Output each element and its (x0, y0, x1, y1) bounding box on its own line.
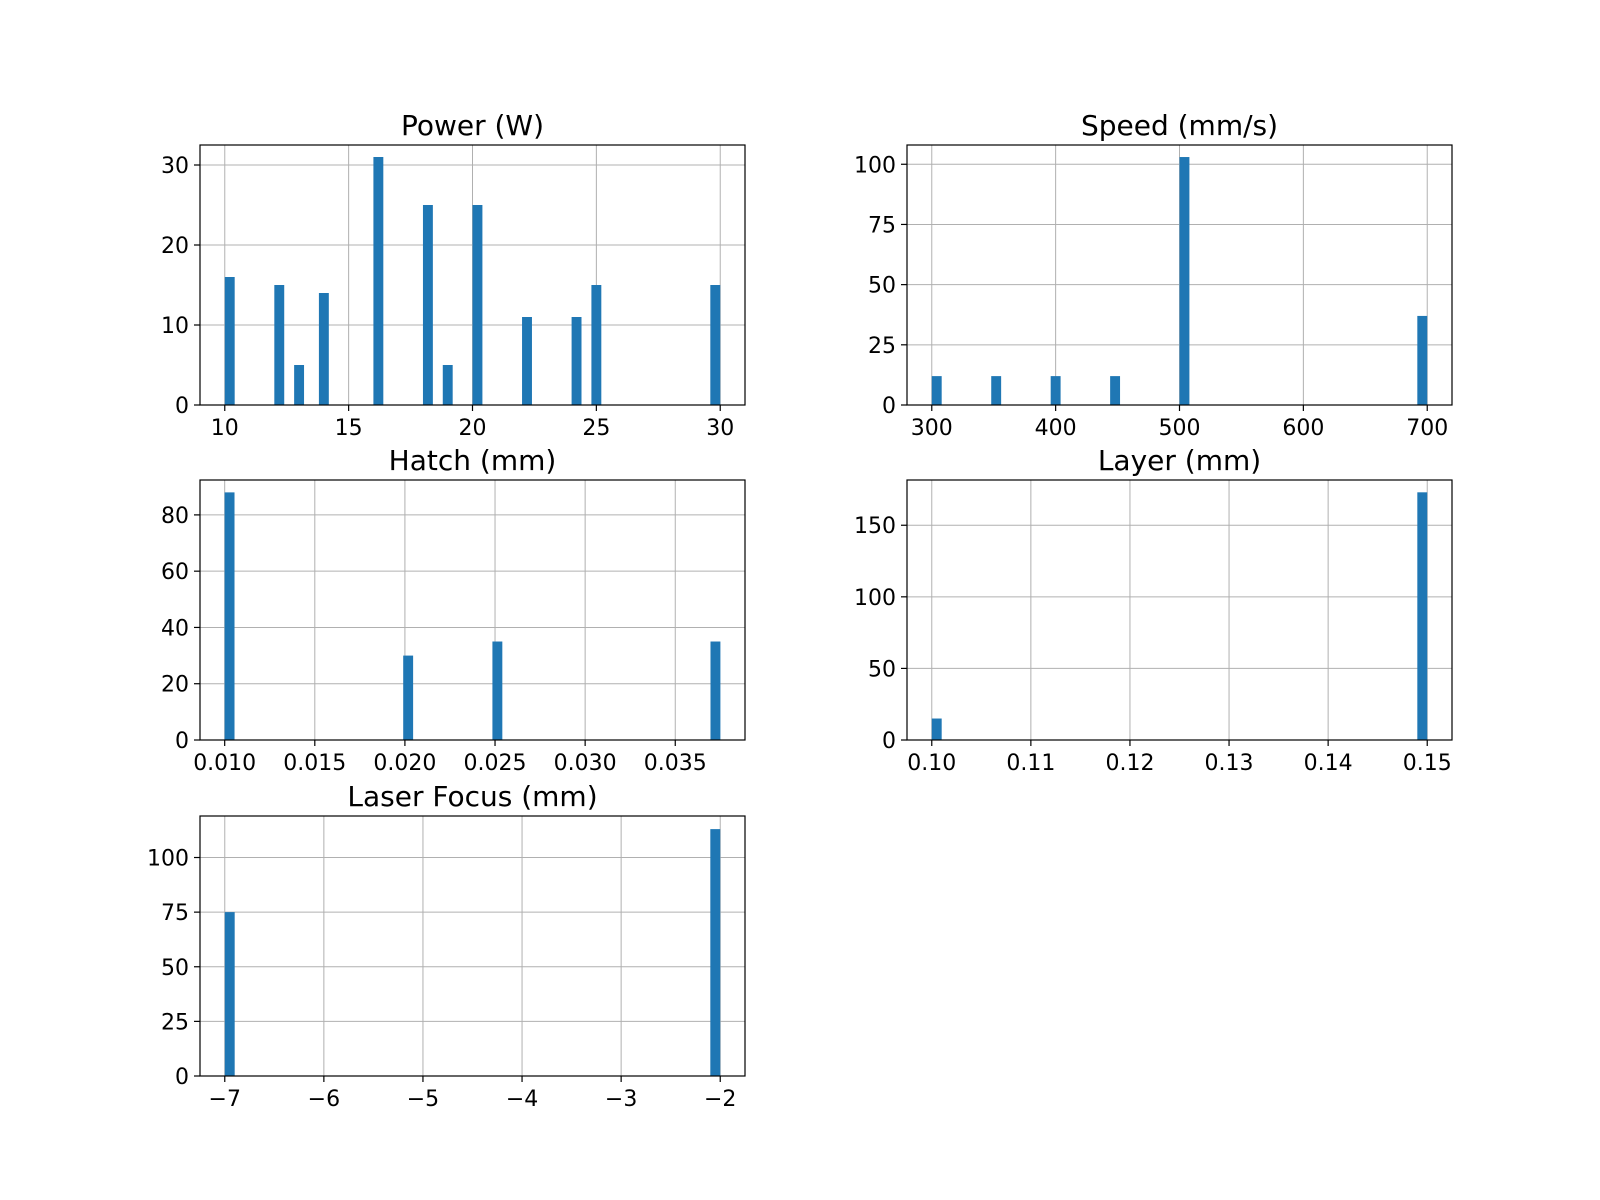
power-histogram-bar (422, 205, 433, 405)
speed-histogram-bar (931, 376, 942, 405)
laser-focus-histogram-bar (710, 829, 721, 1076)
layer-x-tick-label: 0.15 (1403, 751, 1452, 776)
laser-focus-y-tick-label: 25 (161, 1010, 189, 1035)
hatch-histogram-title: Hatch (mm) (389, 444, 557, 477)
layer-x-tick-label: 0.12 (1105, 751, 1154, 776)
laser-focus-x-tick-label: −4 (506, 1087, 538, 1112)
layer-y-tick-label: 100 (854, 586, 896, 611)
power-histogram-bar (224, 277, 235, 405)
speed-histogram-bar (1050, 376, 1061, 405)
layer-histogram-bar (931, 718, 942, 740)
speed-histogram-panel: Speed (mm/s) 300 400 500 600 700 0 25 50 75 100 (854, 109, 1453, 441)
power-histogram-bar (274, 285, 285, 405)
power-histogram-panel: Power (W) 10 15 20 25 30 0 10 20 30 (161, 109, 746, 441)
power-histogram-bar (710, 285, 721, 405)
speed-x-tick-label: 700 (1406, 416, 1448, 441)
laser-focus-x-tick-label: −5 (407, 1087, 439, 1112)
speed-y-tick-label: 25 (868, 334, 896, 359)
hatch-histogram-bar (492, 641, 503, 740)
hatch-histogram-bar (224, 492, 235, 740)
laser-focus-histogram-panel: Laser Focus (mm) −7 −6 −5 −4 −3 −2 0 25 50 75 100 (147, 780, 746, 1112)
hatch-axes-frame (199, 479, 746, 741)
speed-histogram-bar (1179, 157, 1190, 405)
power-histogram-bar (442, 365, 453, 405)
hatch-x-tick-label: 0.020 (373, 751, 436, 776)
speed-y-tick-label: 0 (882, 394, 896, 419)
layer-x-tick-label: 0.11 (1006, 751, 1055, 776)
power-y-tick-label: 10 (161, 314, 189, 339)
hatch-histogram-bar (710, 641, 721, 740)
power-y-tick-label: 0 (175, 394, 189, 419)
laser-focus-histogram-bar (224, 912, 235, 1076)
speed-histogram-bar (1110, 376, 1121, 405)
power-histogram-bar (472, 205, 483, 405)
power-x-tick-label: 20 (459, 416, 487, 441)
layer-x-tick-label: 0.14 (1304, 751, 1353, 776)
layer-y-tick-label: 0 (882, 729, 896, 754)
laser-focus-x-tick-label: −2 (704, 1087, 736, 1112)
speed-y-tick-label: 50 (868, 274, 896, 299)
speed-histogram-bar (991, 376, 1002, 405)
laser-focus-y-tick-label: 50 (161, 956, 189, 981)
hatch-y-tick-label: 20 (161, 673, 189, 698)
laser-focus-x-tick-label: −7 (209, 1087, 241, 1112)
hatch-histogram-bar (403, 655, 414, 740)
power-histogram-bar (318, 293, 329, 405)
speed-y-tick-label: 75 (868, 213, 896, 238)
layer-histogram-panel: Layer (mm) 0.10 0.11 0.12 0.13 0.14 0.15 0 50 10… (854, 444, 1453, 776)
hatch-y-tick-label: 80 (161, 504, 189, 529)
power-histogram-title: Power (W) (401, 109, 544, 142)
hatch-x-tick-label: 0.025 (464, 751, 527, 776)
hatch-x-tick-label: 0.035 (644, 751, 707, 776)
power-x-tick-label: 30 (706, 416, 734, 441)
power-x-tick-label: 10 (211, 416, 239, 441)
layer-histogram-title: Layer (mm) (1098, 444, 1261, 477)
hatch-x-tick-label: 0.010 (193, 751, 256, 776)
power-x-tick-label: 15 (335, 416, 363, 441)
laser-focus-y-tick-label: 75 (161, 901, 189, 926)
speed-x-tick-label: 400 (1035, 416, 1077, 441)
speed-x-tick-label: 600 (1282, 416, 1324, 441)
power-histogram-bar (522, 317, 532, 405)
hatch-y-tick-label: 40 (161, 616, 189, 641)
speed-x-tick-label: 300 (911, 416, 953, 441)
layer-x-tick-label: 0.13 (1205, 751, 1254, 776)
speed-x-tick-label: 500 (1159, 416, 1201, 441)
power-y-tick-label: 30 (161, 154, 189, 179)
power-x-tick-label: 25 (582, 416, 610, 441)
speed-y-tick-label: 100 (854, 153, 896, 178)
layer-y-tick-label: 150 (854, 514, 896, 539)
laser-focus-x-tick-label: −6 (308, 1087, 340, 1112)
layer-x-tick-label: 0.10 (907, 751, 956, 776)
hatch-x-tick-label: 0.030 (554, 751, 617, 776)
power-histogram-bar (294, 365, 305, 405)
laser-focus-y-tick-label: 0 (175, 1065, 189, 1090)
layer-y-tick-label: 50 (868, 657, 896, 682)
laser-focus-x-tick-label: −3 (605, 1087, 637, 1112)
power-y-tick-label: 20 (161, 234, 189, 259)
hatch-x-tick-label: 0.015 (283, 751, 346, 776)
hatch-histogram-panel: Hatch (mm) 0.010 0.015 0.020 0.025 0.030 0.03… (161, 444, 746, 776)
power-histogram-bar (373, 157, 384, 405)
power-histogram-bar (591, 285, 602, 405)
layer-axes-frame (906, 479, 1453, 741)
hatch-y-tick-label: 60 (161, 560, 189, 585)
laser-focus-axes-frame (199, 815, 746, 1077)
power-histogram-bar (571, 317, 582, 405)
speed-histogram-bar (1417, 315, 1428, 405)
hatch-y-tick-label: 0 (175, 729, 189, 754)
layer-histogram-bar (1417, 492, 1428, 740)
speed-histogram-title: Speed (mm/s) (1081, 109, 1278, 142)
laser-focus-histogram-title: Laser Focus (mm) (347, 780, 597, 813)
laser-focus-y-tick-label: 100 (147, 847, 189, 872)
